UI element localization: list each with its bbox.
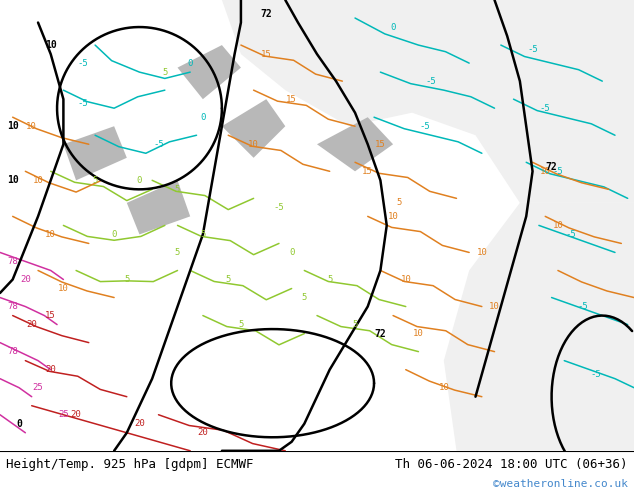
Text: 15: 15	[363, 167, 373, 176]
Text: 10: 10	[45, 40, 56, 50]
Text: 78: 78	[8, 257, 18, 266]
Text: 10: 10	[489, 302, 500, 311]
Polygon shape	[444, 203, 634, 451]
Text: 20: 20	[20, 275, 30, 284]
Polygon shape	[127, 180, 190, 234]
Text: 15: 15	[261, 49, 271, 59]
Text: 10: 10	[553, 221, 563, 230]
Text: 20: 20	[134, 419, 145, 428]
Text: 15: 15	[375, 140, 385, 149]
Text: 10: 10	[439, 383, 449, 392]
Text: 20: 20	[27, 320, 37, 329]
Text: -5: -5	[527, 45, 538, 54]
Polygon shape	[178, 45, 241, 99]
Text: 5: 5	[302, 293, 307, 302]
Text: 5: 5	[353, 320, 358, 329]
Text: 20: 20	[46, 365, 56, 374]
Text: 15: 15	[287, 95, 297, 104]
Text: 25: 25	[58, 410, 68, 419]
Polygon shape	[317, 117, 393, 172]
Text: 0: 0	[112, 230, 117, 239]
Text: 5: 5	[162, 68, 167, 76]
Text: 0: 0	[391, 23, 396, 31]
Text: 10: 10	[388, 212, 398, 221]
Text: 15: 15	[46, 311, 56, 320]
Text: -5: -5	[153, 140, 164, 149]
Text: -5: -5	[274, 203, 284, 212]
Text: 5: 5	[93, 176, 98, 185]
Text: 72: 72	[261, 8, 272, 19]
Text: -5: -5	[566, 230, 576, 239]
Text: 5: 5	[226, 275, 231, 284]
Text: -5: -5	[540, 104, 550, 113]
Polygon shape	[63, 126, 127, 180]
Text: -5: -5	[578, 302, 588, 311]
Text: 72: 72	[375, 329, 386, 339]
Text: 10: 10	[46, 230, 56, 239]
Text: ©weatheronline.co.uk: ©weatheronline.co.uk	[493, 479, 628, 489]
Text: 0: 0	[200, 113, 205, 122]
Polygon shape	[222, 0, 634, 203]
Text: 5: 5	[175, 185, 180, 194]
Text: 20: 20	[198, 428, 208, 437]
Text: -5: -5	[77, 99, 87, 108]
Text: 10: 10	[33, 176, 43, 185]
Text: 5: 5	[397, 198, 402, 207]
Text: 10: 10	[249, 140, 259, 149]
Polygon shape	[222, 99, 285, 158]
Text: 10: 10	[58, 284, 68, 293]
Text: Th 06-06-2024 18:00 UTC (06+36): Th 06-06-2024 18:00 UTC (06+36)	[395, 458, 628, 471]
Text: 25: 25	[33, 383, 43, 392]
Text: 10: 10	[7, 175, 18, 185]
Text: 10: 10	[413, 329, 424, 338]
Text: 10: 10	[401, 275, 411, 284]
Text: 10: 10	[27, 122, 37, 131]
Text: 5: 5	[327, 275, 332, 284]
Text: 10: 10	[540, 167, 550, 176]
Text: Height/Temp. 925 hPa [gdpm] ECMWF: Height/Temp. 925 hPa [gdpm] ECMWF	[6, 458, 254, 471]
Text: -5: -5	[553, 167, 563, 176]
Text: 0: 0	[289, 248, 294, 257]
Text: -5: -5	[426, 76, 436, 86]
Text: -5: -5	[420, 122, 430, 131]
Text: 0: 0	[137, 176, 142, 185]
Text: 10: 10	[7, 121, 18, 131]
Text: 72: 72	[546, 162, 557, 172]
Text: 20: 20	[71, 410, 81, 419]
Text: 0: 0	[188, 59, 193, 68]
Text: 0: 0	[16, 419, 22, 429]
Text: -5: -5	[591, 369, 601, 379]
Text: 78: 78	[8, 302, 18, 311]
Text: 5: 5	[175, 248, 180, 257]
Text: 5: 5	[200, 230, 205, 239]
Text: 10: 10	[477, 248, 487, 257]
Text: 78: 78	[8, 347, 18, 356]
Text: 5: 5	[124, 275, 129, 284]
Text: -5: -5	[77, 59, 87, 68]
Text: 5: 5	[238, 320, 243, 329]
